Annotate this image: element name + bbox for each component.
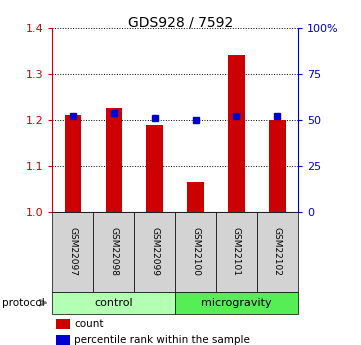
Text: percentile rank within the sample: percentile rank within the sample: [74, 335, 250, 345]
Text: GSM22100: GSM22100: [191, 227, 200, 276]
Text: GSM22097: GSM22097: [68, 227, 77, 276]
Bar: [187, 182, 204, 212]
Bar: [228, 55, 245, 212]
Text: protocol: protocol: [2, 298, 44, 308]
Text: control: control: [95, 298, 133, 308]
Bar: [105, 108, 122, 212]
Bar: [65, 115, 81, 212]
Text: count: count: [74, 319, 104, 329]
Text: GSM22098: GSM22098: [109, 227, 118, 276]
Text: GDS928 / 7592: GDS928 / 7592: [128, 16, 233, 30]
Text: microgravity: microgravity: [201, 298, 272, 308]
Text: GSM22099: GSM22099: [150, 227, 159, 276]
Bar: [269, 120, 286, 212]
Text: GSM22102: GSM22102: [273, 227, 282, 276]
Text: GSM22101: GSM22101: [232, 227, 241, 276]
Bar: [147, 125, 163, 212]
